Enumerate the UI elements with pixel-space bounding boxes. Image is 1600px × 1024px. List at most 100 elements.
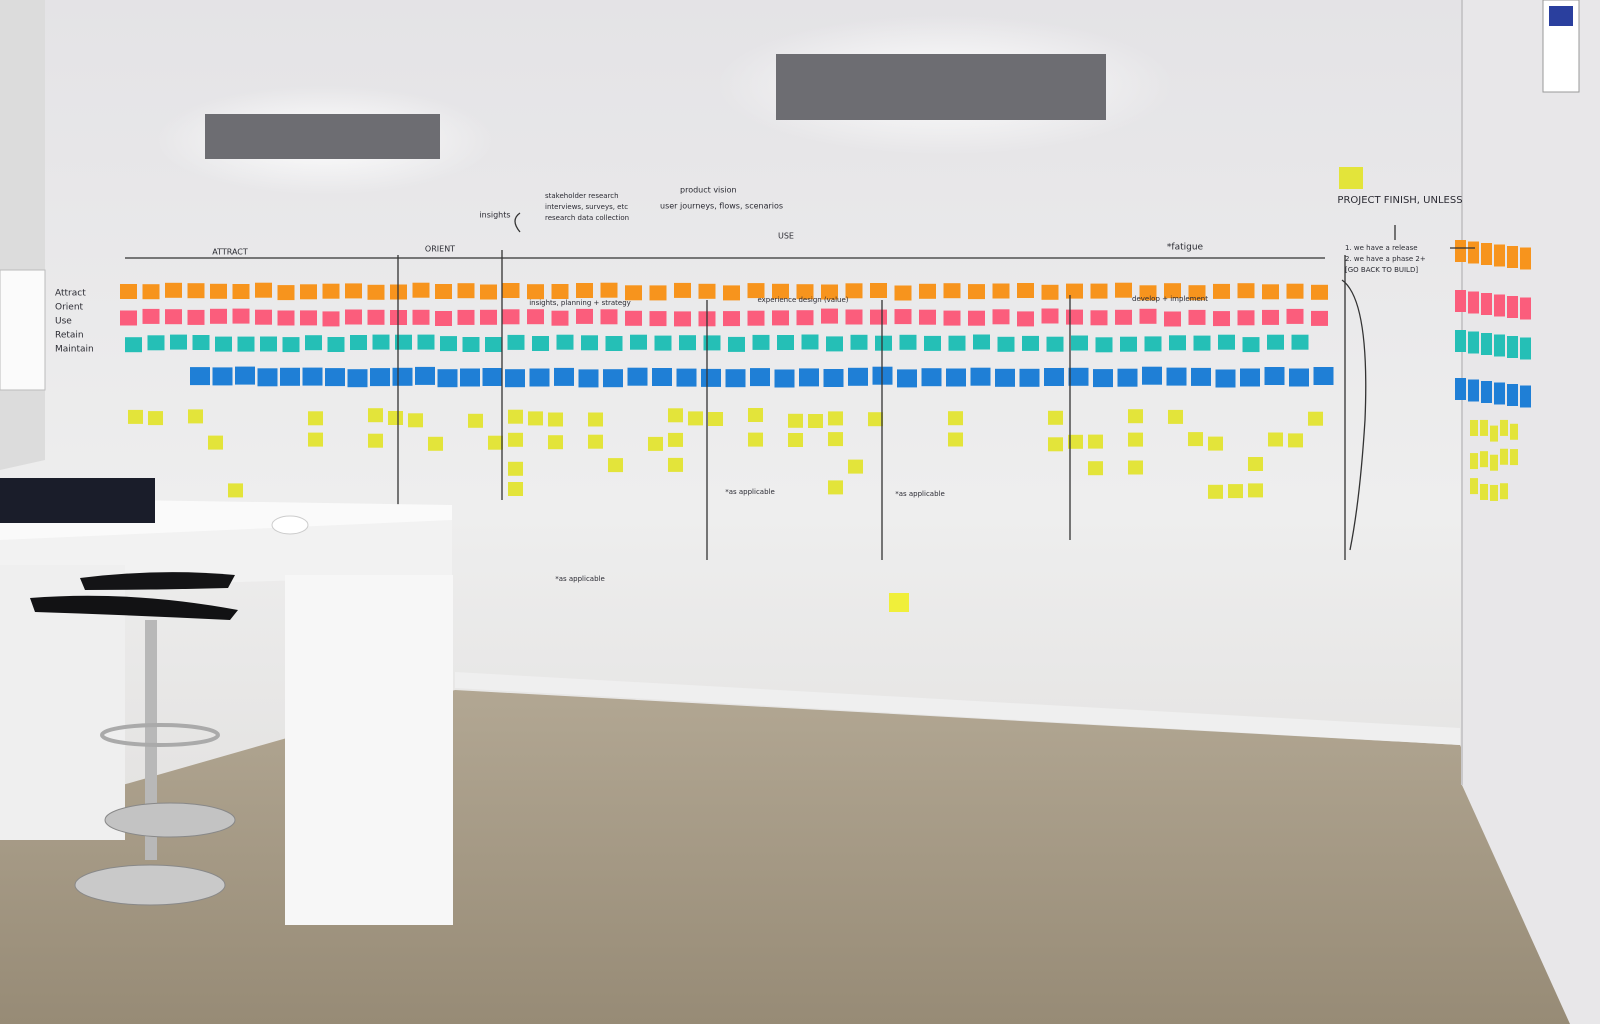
sticky-note	[948, 335, 966, 351]
sticky-note	[345, 283, 362, 299]
sticky-note	[668, 457, 683, 472]
sticky-note	[322, 283, 340, 299]
sticky-note	[821, 284, 838, 300]
sticky-note	[943, 283, 961, 299]
divider	[397, 250, 1346, 560]
sticky-note	[1520, 385, 1531, 408]
sticky-note	[1520, 337, 1531, 360]
sticky-note	[260, 336, 277, 352]
sticky-note	[527, 284, 544, 300]
marker-tray	[0, 478, 155, 523]
sticky-note	[1455, 378, 1466, 400]
sticky-note	[277, 310, 295, 326]
sticky-note	[255, 282, 272, 298]
sticky-note	[148, 411, 163, 426]
sticky-note	[897, 369, 917, 388]
sticky-note	[848, 367, 868, 386]
sticky-note	[1115, 309, 1132, 325]
sticky-note	[889, 593, 909, 612]
handwritten-label: *as applicable	[555, 575, 605, 583]
sticky-note	[308, 411, 323, 426]
sticky-note	[701, 368, 721, 387]
sticky-note	[828, 432, 843, 447]
sticky-note	[1071, 335, 1088, 351]
sticky-note	[435, 284, 452, 299]
sticky-note	[1017, 311, 1034, 327]
handwritten-label: Orient	[55, 303, 84, 313]
handwritten-label: *fatigue	[1167, 243, 1204, 253]
sticky-note	[529, 368, 550, 387]
sticky-note	[1520, 297, 1531, 320]
sticky-note	[799, 368, 819, 387]
marker-lines	[125, 212, 1475, 560]
sticky-note	[1044, 368, 1064, 386]
sticky-note	[823, 369, 844, 387]
sticky-note	[625, 285, 642, 301]
handwritten-label: insights, planning + strategy	[529, 299, 631, 307]
sticky-note	[1313, 367, 1334, 385]
handwritten-label: Maintain	[55, 345, 94, 355]
sticky-note	[970, 367, 991, 386]
sticky-note	[1267, 334, 1284, 350]
sticky-note	[1168, 409, 1183, 424]
sticky-note	[752, 334, 770, 350]
sticky-note	[588, 434, 603, 449]
sticky-note	[1090, 283, 1108, 299]
sticky-note	[527, 309, 544, 325]
sticky-note	[1500, 483, 1508, 500]
sticky-note	[508, 409, 523, 424]
brace	[514, 212, 521, 233]
sticky-note	[1288, 433, 1303, 448]
sticky-note	[367, 284, 385, 300]
sticky-note	[1188, 309, 1206, 325]
sticky-note	[1510, 449, 1518, 466]
sticky-note	[502, 283, 520, 298]
sticky-note	[462, 337, 480, 352]
sticky-note	[1066, 283, 1083, 299]
sticky-note	[968, 284, 985, 300]
sticky-note	[192, 335, 210, 350]
sticky-note	[1120, 336, 1137, 352]
sticky-note	[703, 335, 721, 351]
sticky-note	[1481, 333, 1492, 355]
sticky-note	[1213, 283, 1230, 299]
sticky-note	[748, 408, 763, 422]
sticky-note	[576, 308, 593, 324]
sticky-note	[1215, 369, 1236, 388]
sticky-note	[1188, 432, 1203, 447]
sticky-note	[368, 408, 383, 423]
sticky-note	[1470, 478, 1478, 495]
sticky-note	[588, 412, 603, 427]
table-leg	[285, 575, 453, 925]
sticky-note	[232, 308, 250, 324]
sticky-note	[674, 282, 691, 298]
sticky-note	[232, 284, 250, 299]
handwritten-label: *as applicable	[725, 488, 775, 496]
sticky-note	[605, 336, 623, 351]
sticky-note	[748, 432, 763, 447]
sticky-note	[508, 482, 523, 496]
sticky-note	[1510, 423, 1518, 440]
sticky-note	[1139, 285, 1157, 301]
sticky-note	[235, 366, 255, 385]
sticky-note	[1248, 457, 1263, 471]
sign-logo	[1549, 6, 1573, 26]
sticky-note	[1193, 335, 1211, 351]
sticky-note	[723, 311, 740, 327]
sticky-note	[208, 435, 223, 450]
sticky-note	[973, 334, 990, 350]
sticky-note	[370, 368, 390, 387]
sticky-notes	[120, 167, 1531, 612]
sticky-note	[188, 409, 203, 424]
sticky-note	[1262, 309, 1279, 325]
handwritten-label: USE	[778, 232, 794, 241]
sticky-note	[1019, 368, 1040, 387]
sticky-note	[554, 367, 574, 386]
sticky-note	[850, 334, 868, 350]
sticky-note	[1468, 331, 1479, 354]
stool-seat	[80, 572, 235, 590]
sticky-note	[1507, 384, 1518, 406]
sticky-note	[147, 335, 165, 351]
sticky-note	[1142, 366, 1162, 385]
sticky-note	[1048, 410, 1063, 425]
